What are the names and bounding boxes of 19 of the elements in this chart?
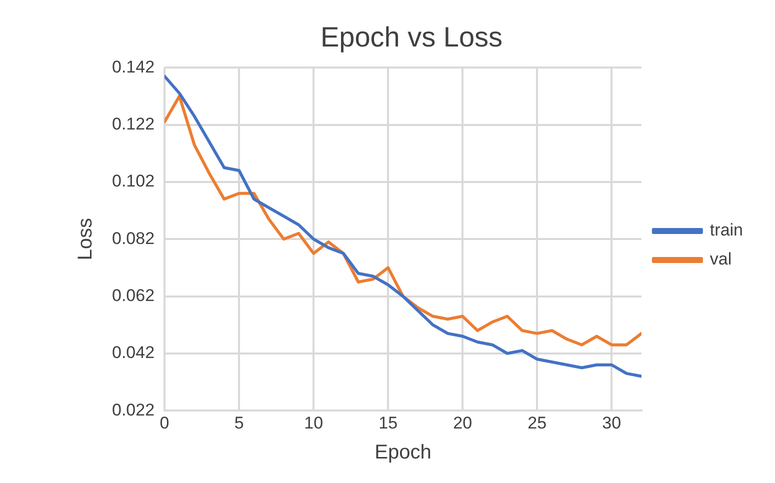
x-tick-label: 5 <box>234 413 244 432</box>
y-tick-label: 0.082 <box>112 228 155 248</box>
y-tick-label: 0.022 <box>112 400 155 420</box>
y-tick-label: 0.102 <box>112 172 155 191</box>
y-tick-label: 0.062 <box>112 286 155 305</box>
x-tick-label: 30 <box>602 413 622 432</box>
x-tick-label: 20 <box>453 413 472 432</box>
x-tick-label: 25 <box>528 413 547 432</box>
y-axis-title: Loss <box>74 218 97 260</box>
x-tick-label: 15 <box>378 413 398 432</box>
y-tick-label: 0.042 <box>112 343 155 362</box>
y-tick-label: 0.122 <box>112 114 155 134</box>
legend-label: val <box>710 250 732 269</box>
chart-title: Epoch vs Loss <box>320 22 503 53</box>
x-axis-title: Epoch <box>374 442 432 464</box>
y-tick-label: 0.142 <box>112 57 155 76</box>
legend-label: train <box>710 220 744 240</box>
x-tick-label: 0 <box>160 413 170 432</box>
x-tick-label: 10 <box>304 413 324 432</box>
